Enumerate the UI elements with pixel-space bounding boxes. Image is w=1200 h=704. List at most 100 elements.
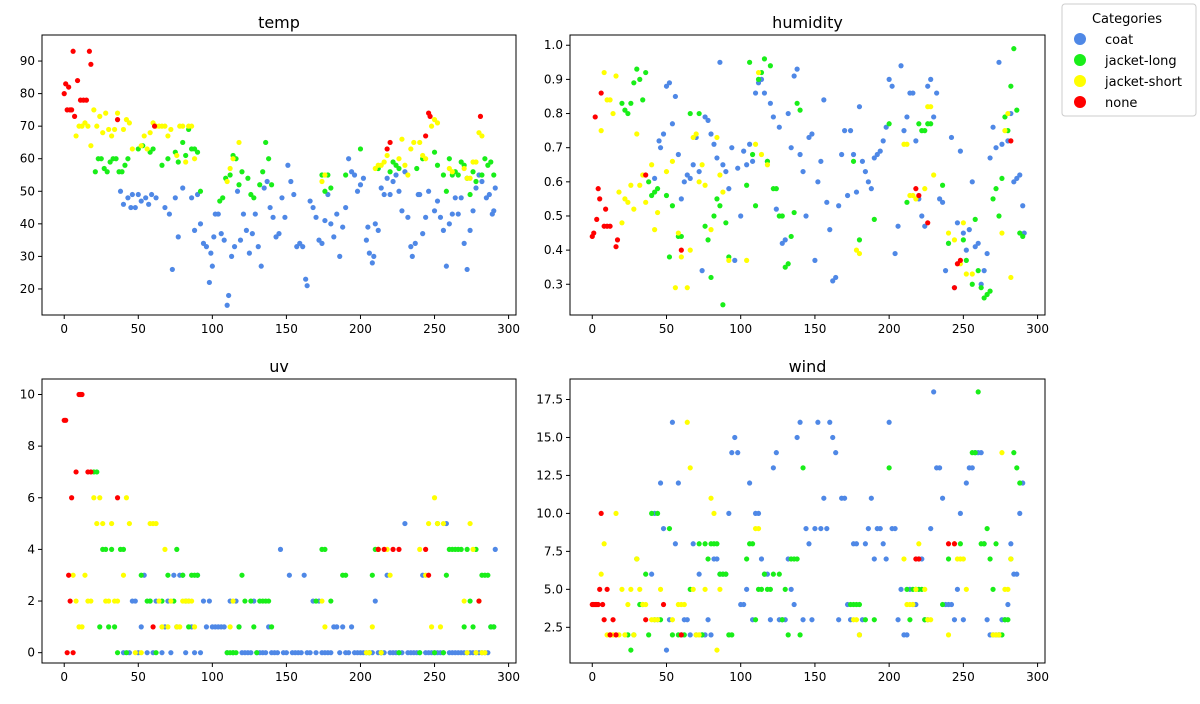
data-point <box>761 90 768 96</box>
data-point <box>643 69 649 76</box>
data-point <box>803 525 809 532</box>
data-point <box>821 97 827 103</box>
x-tick-label: 200 <box>349 322 372 336</box>
data-point <box>601 69 607 76</box>
data-point <box>328 221 334 227</box>
data-point <box>782 586 788 592</box>
data-point <box>150 624 156 630</box>
data-point <box>749 158 756 164</box>
x-tick-label: 200 <box>878 670 901 684</box>
data-point <box>191 156 198 162</box>
data-point <box>85 123 91 129</box>
data-point <box>174 152 180 159</box>
data-point <box>990 124 996 130</box>
data-point <box>491 624 497 630</box>
data-point <box>981 268 987 274</box>
data-point <box>437 624 444 630</box>
data-point <box>603 206 609 212</box>
data-point <box>604 586 610 592</box>
data-point <box>467 598 473 604</box>
data-point <box>117 188 124 194</box>
data-point <box>699 162 705 168</box>
data-point <box>384 146 390 152</box>
data-point <box>948 601 955 608</box>
data-point <box>755 69 762 76</box>
data-point <box>945 230 952 236</box>
data-point <box>913 138 919 144</box>
axes-frame <box>569 34 1046 316</box>
data-point <box>646 179 652 185</box>
data-point <box>209 263 215 269</box>
data-point <box>652 227 658 233</box>
data-point <box>806 541 812 547</box>
data-point <box>168 126 174 133</box>
data-point <box>824 525 830 532</box>
x-tick-label: 0 <box>60 322 68 336</box>
data-point <box>729 450 735 456</box>
x-tick-label: 300 <box>497 670 520 684</box>
data-point <box>106 598 112 604</box>
data-point <box>592 114 598 120</box>
data-point <box>473 650 479 656</box>
data-point <box>106 624 112 630</box>
data-point <box>227 624 233 630</box>
data-point <box>153 650 159 656</box>
data-point <box>785 632 791 638</box>
data-point <box>696 541 702 547</box>
data-point <box>886 465 892 471</box>
data-point <box>755 525 762 532</box>
data-point <box>464 266 470 273</box>
data-point <box>877 525 883 532</box>
data-point <box>999 450 1005 456</box>
data-point <box>711 213 717 219</box>
data-point <box>836 617 842 623</box>
data-point <box>598 128 604 134</box>
data-point <box>476 598 482 604</box>
data-point <box>328 650 334 656</box>
data-point <box>797 632 803 638</box>
data-point <box>165 133 171 139</box>
series-jacket-long <box>619 46 1026 308</box>
data-point <box>138 624 144 630</box>
data-point <box>993 186 999 192</box>
data-point <box>162 546 168 553</box>
data-point <box>660 525 667 532</box>
data-point <box>643 172 649 178</box>
data-point <box>381 191 387 198</box>
data-point <box>461 165 467 172</box>
data-point <box>791 209 797 216</box>
x-tick-label: 150 <box>275 322 298 336</box>
data-point <box>779 213 785 219</box>
data-point <box>714 155 720 161</box>
data-point <box>449 211 455 217</box>
data-point <box>114 117 121 123</box>
data-point <box>960 237 966 243</box>
x-tick-label: 200 <box>878 322 901 336</box>
data-point <box>393 172 399 178</box>
data-point <box>369 624 375 630</box>
data-point <box>794 66 800 72</box>
data-point <box>440 227 447 233</box>
data-point <box>741 148 747 154</box>
data-point <box>73 598 79 604</box>
data-point <box>230 156 236 162</box>
data-point <box>128 204 134 211</box>
data-point <box>138 198 144 204</box>
data-point <box>73 469 79 475</box>
data-point <box>767 586 773 592</box>
axes-frame <box>41 34 517 316</box>
data-point <box>189 195 195 201</box>
data-point <box>660 131 667 137</box>
data-point <box>904 114 910 120</box>
data-point <box>960 556 966 562</box>
data-point <box>203 624 210 630</box>
data-point <box>1011 46 1017 52</box>
series-none <box>589 90 1014 291</box>
data-point <box>91 495 97 501</box>
data-point <box>304 283 310 289</box>
data-point <box>79 624 85 630</box>
data-point <box>203 244 210 250</box>
data-point <box>919 213 925 219</box>
